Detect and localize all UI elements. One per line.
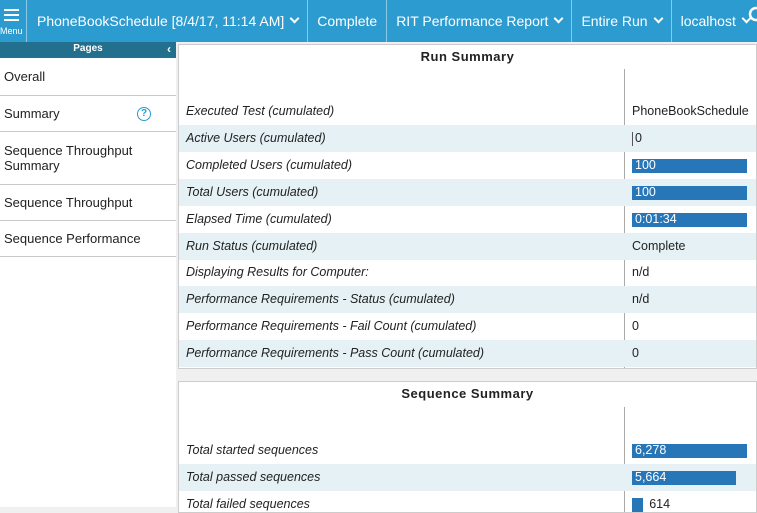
toolbar-label: Complete: [317, 13, 378, 29]
sidebar: Pages ‹ Overall Summary? Sequence Throughpu…: [0, 42, 176, 507]
sidebar-item[interactable]: Sequence Throughput Summary: [0, 132, 176, 185]
toolbar-item[interactable]: localhost: [672, 0, 757, 42]
table-row: Total Users (cumulated) 100: [179, 178, 756, 206]
row-value: Complete: [632, 238, 686, 253]
panel-title: Run Summary: [420, 49, 515, 64]
row-value: 0: [632, 319, 639, 334]
row-label: Total failed sequences: [186, 497, 310, 511]
sidebar-title: Pages: [73, 43, 103, 54]
row-label: Performance Requirements - Status (cumul…: [186, 292, 455, 307]
table-row: Total started sequences 6,278: [179, 437, 756, 464]
row-value: n/d: [632, 292, 650, 307]
value-bar: [632, 444, 747, 458]
row-label: Active Users (cumulated): [186, 130, 326, 145]
dropdown-chevron: [553, 13, 564, 24]
panel-title: Sequence Summary: [401, 386, 534, 401]
table-row: Completed Users (cumulated) 100: [179, 152, 756, 179]
value-bar: [632, 158, 747, 173]
dropdown-chevron: [653, 13, 664, 24]
toolbar-label: localhost: [680, 13, 736, 29]
table-row: Total passed sequences 5,664: [179, 464, 756, 491]
toolbar-label: RIT Performance Report: [396, 13, 549, 29]
table-row: Executed Test (cumulated) PhoneBookSchedu…: [179, 98, 756, 125]
toolbar-label: PhoneBookSchedule [8/4/17, 11:14 AM]: [37, 13, 285, 29]
table-row: Active Users (cumulated) 0: [179, 124, 756, 152]
row-value: 0:01:34: [635, 211, 677, 226]
sidebar-item[interactable]: Summary?: [0, 96, 176, 132]
sidebar-item-label: Sequence Throughput Summary: [4, 143, 133, 173]
value-bar: [632, 185, 747, 200]
help-icon[interactable]: ?: [137, 106, 151, 121]
value-bar: [632, 471, 736, 485]
row-value: 100: [635, 157, 656, 172]
row-value: 614: [649, 497, 671, 511]
sidebar-item-label: Sequence Performance: [4, 231, 141, 246]
toolbar-item[interactable]: PhoneBookSchedule [8/4/17, 11:14 AM]: [28, 0, 309, 42]
table-row: Elapsed Time (cumulated) 0:01:34: [179, 206, 756, 233]
row-value: 100: [635, 184, 656, 199]
sidebar-item-label: Summary: [4, 106, 60, 121]
dropdown-chevron: [289, 13, 300, 24]
toolbar-item[interactable]: RIT Performance Report: [387, 0, 573, 42]
value-bar: [632, 131, 633, 146]
row-value: 0: [635, 130, 642, 145]
row-label: Total Users (cumulated): [186, 184, 319, 199]
row-value: n/d: [632, 265, 650, 280]
row-value: PhoneBookSchedule: [632, 104, 749, 118]
table-row: Displaying Results for Computer: n/d: [179, 259, 756, 286]
sequence-summary-panel: Sequence Summary Total started sequences…: [178, 381, 757, 513]
row-value: 5,664: [635, 470, 667, 484]
menu-label: Menu: [0, 26, 23, 36]
toolbar: Menu PhoneBookSchedule [8/4/17, 11:14 AM…: [0, 0, 757, 42]
table-row: Total failed sequences 614: [179, 491, 756, 512]
row-label: Total started sequences: [186, 443, 319, 457]
table-row: Performance Requirements - Status (cumul…: [179, 286, 756, 314]
search-icon[interactable]: [745, 6, 757, 26]
row-value: 6,278: [635, 443, 667, 457]
table-row: Run Status (cumulated) Complete: [179, 232, 756, 260]
row-label: Displaying Results for Computer:: [186, 265, 369, 280]
row-label: Performance Requirements - Pass Count (c…: [186, 346, 485, 361]
value-bar: [632, 212, 747, 227]
row-label: Executed Test (cumulated): [186, 104, 335, 118]
row-value: 0: [632, 346, 639, 361]
toolbar-item[interactable]: Entire Run: [572, 0, 672, 42]
row-label: Elapsed Time (cumulated): [186, 211, 332, 226]
sidebar-header: Pages ‹: [0, 42, 176, 58]
toolbar-label: Entire Run: [581, 13, 648, 29]
sidebar-item[interactable]: Sequence Performance: [0, 221, 176, 257]
sidebar-item[interactable]: Overall: [0, 58, 176, 96]
toolbar-items: PhoneBookSchedule [8/4/17, 11:14 AM] Comp…: [28, 0, 757, 42]
toolbar-item[interactable]: Complete: [308, 0, 388, 42]
run-summary-panel: Run Summary Executed Test (cumulated) Pho…: [178, 44, 757, 369]
row-label: Completed Users (cumulated): [186, 157, 353, 172]
sidebar-item-label: Sequence Throughput: [4, 195, 133, 210]
sidebar-item[interactable]: Sequence Throughput: [0, 185, 176, 221]
row-label: Total passed sequences: [186, 470, 321, 484]
row-label: Run Status (cumulated): [186, 238, 318, 253]
row-label: Performance Requirements - Fail Count (c…: [186, 319, 477, 334]
table-row: Performance Requirements - Pass Count (c…: [179, 340, 756, 368]
value-bar: [632, 498, 644, 512]
sidebar-item-label: Overall: [4, 69, 46, 84]
table-row: Performance Requirements - Fail Count (c…: [179, 313, 756, 340]
menu-button[interactable]: Menu: [0, 0, 27, 42]
